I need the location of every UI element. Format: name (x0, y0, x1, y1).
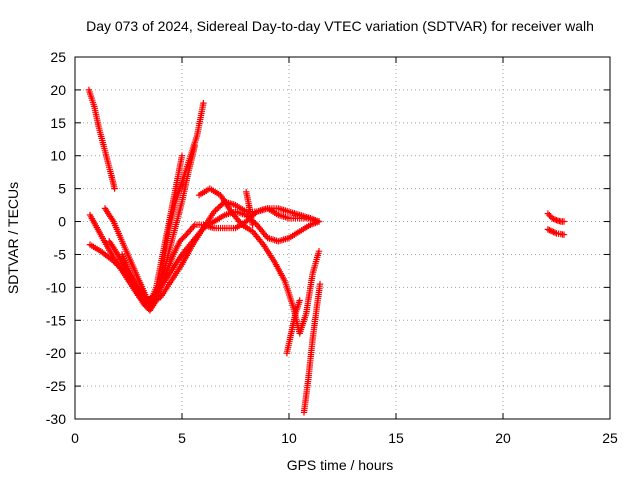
data-point (315, 218, 323, 225)
data-point (114, 262, 121, 269)
data-markers (85, 86, 568, 416)
data-point (249, 221, 256, 228)
series-arc-13 (544, 226, 568, 238)
data-point (296, 297, 303, 304)
x-tick-label: 5 (178, 430, 186, 446)
y-tick-label: 15 (50, 115, 66, 131)
y-axis-title: SDTVAR / TECUs (5, 182, 21, 294)
data-point (210, 208, 218, 215)
series-arc-8 (195, 185, 323, 337)
data-point (243, 218, 250, 225)
data-point (214, 205, 221, 213)
y-tick-label: -5 (54, 246, 67, 262)
x-tick-label: 15 (388, 430, 404, 446)
y-tick-label: 25 (50, 49, 66, 65)
y-tick-label: 0 (58, 214, 66, 230)
data-point (560, 231, 568, 238)
x-tick-label: 25 (602, 430, 618, 446)
y-tick-label: -15 (46, 312, 66, 328)
chart-title: Day 073 of 2024, Sidereal Day-to-day VTE… (86, 18, 594, 34)
series-arc-10 (283, 297, 303, 357)
y-tick-label: -20 (46, 345, 66, 361)
grid (75, 57, 610, 419)
data-point (217, 202, 224, 210)
data-point (550, 215, 557, 223)
data-point (316, 280, 324, 288)
data-point (215, 204, 222, 211)
data-point (113, 260, 120, 268)
y-tick-label: -30 (46, 411, 66, 427)
data-point (546, 226, 553, 234)
data-point (315, 248, 323, 255)
data-point (544, 226, 552, 233)
x-tick-label: 0 (71, 430, 79, 446)
y-tick-label: -25 (46, 378, 66, 394)
data-point (111, 185, 118, 192)
data-point (200, 99, 207, 107)
x-axis-title: GPS time / hours (287, 457, 394, 473)
y-tick-label: 20 (50, 82, 66, 98)
data-point (111, 259, 119, 266)
data-point (191, 142, 198, 150)
y-tick-label: 5 (58, 181, 66, 197)
x-tick-label: 10 (281, 430, 297, 446)
y-tick-label: 10 (50, 148, 66, 164)
data-point (551, 229, 559, 236)
data-point (546, 212, 553, 219)
series-arc-12 (544, 210, 568, 225)
series-arc-9 (243, 188, 256, 228)
data-point (117, 265, 124, 272)
data-point (178, 152, 186, 159)
data-point (560, 218, 568, 225)
y-tick-label: -10 (46, 279, 66, 295)
series-arc-11 (300, 280, 324, 416)
data-point (544, 210, 552, 217)
series-arc-1 (85, 86, 118, 192)
x-tick-label: 20 (495, 430, 511, 446)
plot-frame (74, 56, 611, 420)
series-arc-7 (136, 142, 198, 304)
ticks: -30 -25 -20 -15 -10 -5 0 5 10 15 20 25 0 5 10 15 20 25 (46, 49, 618, 446)
data-point (549, 228, 556, 235)
data-point (110, 257, 117, 265)
